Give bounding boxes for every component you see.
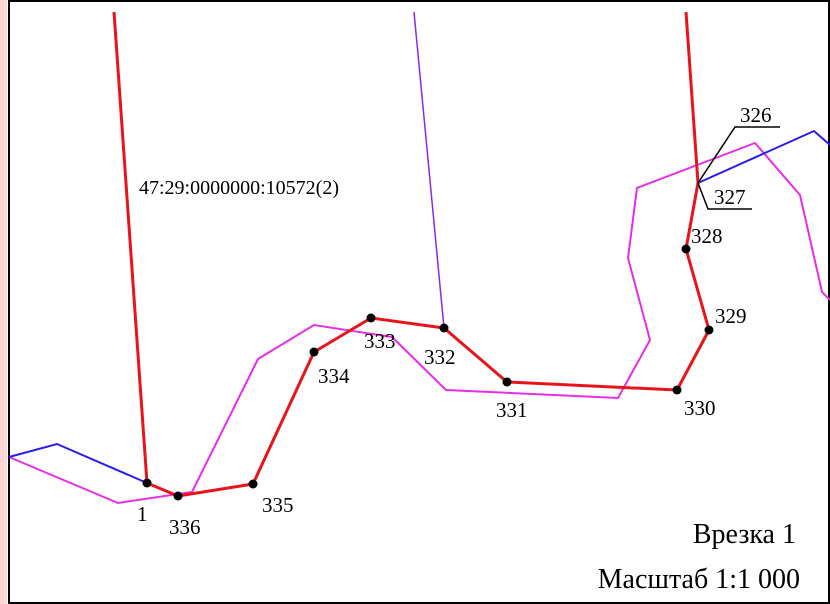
blue-line-left [8, 442, 148, 484]
point-331-marker [502, 377, 512, 387]
scale-label: Масштаб 1:1 000 [598, 564, 800, 595]
point-328-marker [681, 244, 691, 254]
point-label-331: 331 [496, 398, 528, 422]
point-label-327: 327 [714, 185, 746, 209]
boundary-points [142, 244, 714, 501]
point-label-332: 332 [424, 345, 456, 369]
point-label-328: 328 [691, 224, 723, 248]
point-label-334: 334 [318, 364, 350, 388]
point-label-335: 335 [262, 493, 294, 517]
neighbor-parcel-line [8, 141, 830, 505]
point-label-329: 329 [715, 304, 747, 328]
point-332-marker [439, 323, 449, 333]
leader-326 [697, 126, 780, 184]
inset-frame [8, 0, 830, 604]
point-label-1: 1 [137, 502, 148, 526]
point-329-marker [704, 325, 714, 335]
purple-parcel-line [413, 11, 445, 329]
point-334-marker [309, 347, 319, 357]
point-label-336: 336 [169, 515, 201, 539]
point-335-marker [248, 479, 258, 489]
point-336-marker [173, 491, 183, 501]
point-label-330: 330 [684, 396, 716, 420]
left-edge-tint [0, 0, 7, 604]
point-333-marker [366, 313, 376, 323]
point-label-333: 333 [364, 329, 396, 353]
leader-327 [697, 182, 752, 210]
point-330-marker [672, 385, 682, 395]
blue-line-right [697, 129, 830, 184]
point-label-326: 326 [740, 103, 772, 127]
point-1-marker [142, 478, 152, 488]
inset-title: Врезка 1 [693, 519, 796, 550]
cadastral-number-label: 47:29:0000000:10572(2) [139, 177, 339, 199]
point-labels: 1 336 335 334 333 332 331 330 329 328 32… [137, 103, 772, 539]
